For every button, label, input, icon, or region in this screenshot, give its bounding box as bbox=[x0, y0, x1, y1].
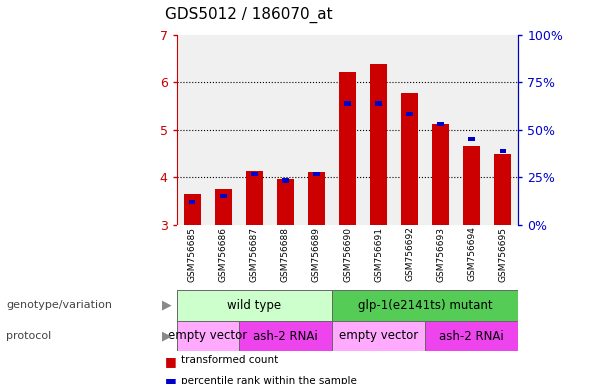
Text: GSM756686: GSM756686 bbox=[219, 227, 228, 281]
Bar bbox=[246, 171, 263, 225]
Bar bbox=[344, 101, 351, 106]
Bar bbox=[239, 321, 332, 351]
Bar bbox=[438, 122, 444, 126]
Bar bbox=[401, 93, 418, 225]
Text: GSM756687: GSM756687 bbox=[250, 227, 259, 281]
Text: GSM756690: GSM756690 bbox=[343, 227, 352, 281]
Text: percentile rank within the sample: percentile rank within the sample bbox=[181, 376, 358, 384]
Bar bbox=[339, 72, 356, 225]
Text: genotype/variation: genotype/variation bbox=[6, 300, 112, 310]
Bar bbox=[277, 179, 294, 225]
Text: GDS5012 / 186070_at: GDS5012 / 186070_at bbox=[165, 7, 333, 23]
Bar bbox=[184, 194, 201, 225]
Bar bbox=[177, 321, 239, 351]
Text: GSM756691: GSM756691 bbox=[374, 227, 383, 281]
Bar bbox=[282, 178, 289, 182]
Text: glp-1(e2141ts) mutant: glp-1(e2141ts) mutant bbox=[358, 299, 492, 312]
Text: GSM756695: GSM756695 bbox=[498, 227, 507, 281]
Bar bbox=[251, 172, 257, 176]
Bar bbox=[432, 124, 449, 225]
Bar bbox=[425, 321, 518, 351]
Text: transformed count: transformed count bbox=[181, 355, 279, 365]
Text: empty vector: empty vector bbox=[339, 329, 418, 343]
Text: GSM756689: GSM756689 bbox=[312, 227, 321, 281]
Bar bbox=[189, 200, 196, 204]
Bar bbox=[370, 64, 387, 225]
Text: ▶: ▶ bbox=[162, 329, 171, 343]
Bar bbox=[220, 194, 227, 198]
Text: ■: ■ bbox=[165, 376, 177, 384]
Bar bbox=[215, 189, 232, 225]
Bar bbox=[499, 149, 506, 153]
Text: GSM756694: GSM756694 bbox=[467, 227, 477, 281]
Bar bbox=[406, 112, 413, 116]
Bar bbox=[463, 146, 480, 225]
Bar bbox=[494, 154, 511, 225]
Text: GSM756688: GSM756688 bbox=[281, 227, 290, 281]
Text: ▶: ▶ bbox=[162, 299, 171, 312]
Text: GSM756693: GSM756693 bbox=[436, 227, 445, 281]
Text: protocol: protocol bbox=[6, 331, 51, 341]
Text: GSM756685: GSM756685 bbox=[188, 227, 197, 281]
Bar bbox=[308, 172, 325, 225]
Bar bbox=[313, 172, 320, 176]
Bar bbox=[332, 290, 518, 321]
Bar bbox=[468, 137, 475, 141]
Text: ash-2 RNAi: ash-2 RNAi bbox=[439, 329, 504, 343]
Bar bbox=[375, 101, 382, 106]
Bar bbox=[332, 321, 425, 351]
Text: ash-2 RNAi: ash-2 RNAi bbox=[253, 329, 318, 343]
Text: ■: ■ bbox=[165, 355, 177, 368]
Text: wild type: wild type bbox=[227, 299, 282, 312]
Text: empty vector: empty vector bbox=[168, 329, 247, 343]
Bar bbox=[177, 290, 332, 321]
Text: GSM756692: GSM756692 bbox=[405, 227, 414, 281]
